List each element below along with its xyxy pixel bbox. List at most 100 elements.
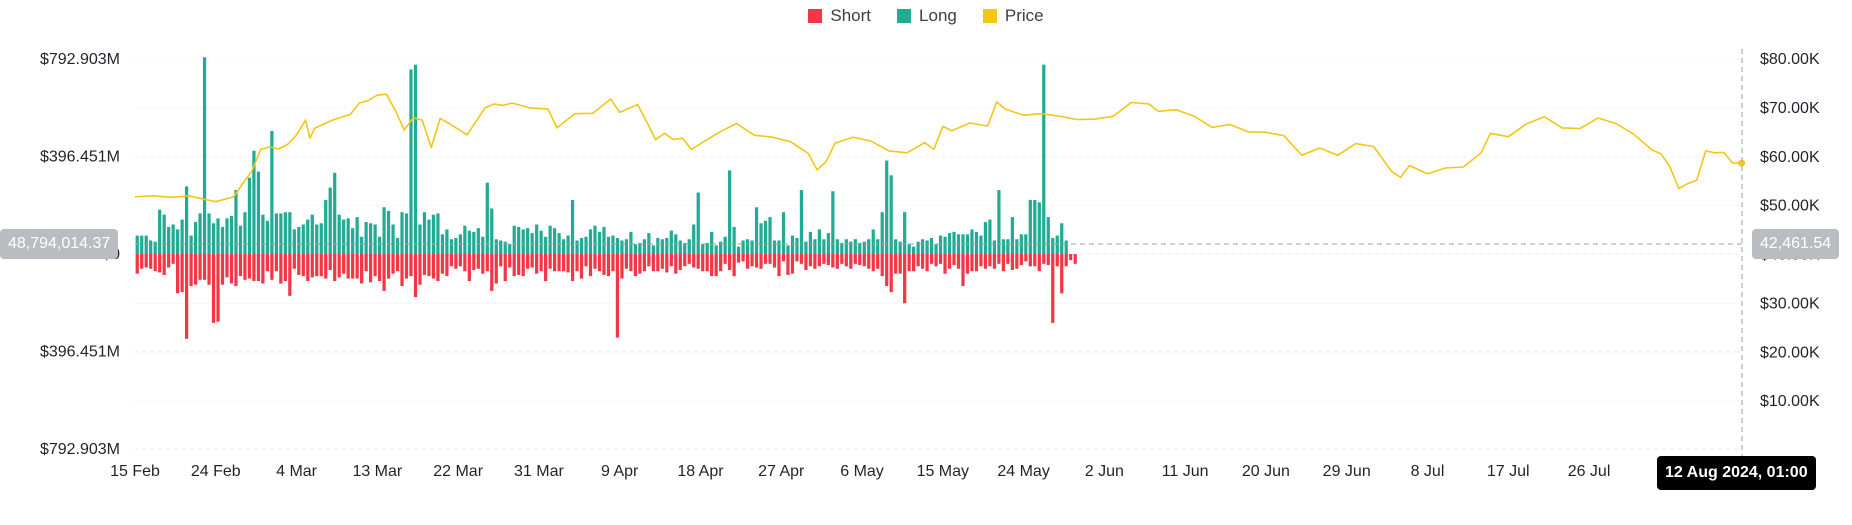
- right-axis-tick-label: $10.00K: [1760, 393, 1820, 410]
- long-bar: [952, 231, 956, 254]
- long-bar: [660, 239, 664, 254]
- short-bar: [566, 254, 570, 273]
- short-bar: [1006, 254, 1010, 264]
- long-bar: [624, 239, 629, 254]
- long-bar: [790, 235, 795, 254]
- short-bar: [162, 254, 166, 275]
- short-bar: [422, 254, 427, 275]
- long-bar: [907, 244, 911, 254]
- long-bar: [220, 226, 225, 254]
- long-bar: [386, 210, 391, 254]
- short-bar: [593, 254, 597, 269]
- long-bar: [920, 239, 925, 254]
- short-bar: [476, 254, 480, 269]
- short-bar: [683, 254, 687, 267]
- long-bar: [799, 190, 804, 254]
- short-bar: [337, 254, 341, 278]
- long-bar: [144, 235, 148, 254]
- short-bar: [876, 254, 880, 269]
- long-bar: [544, 236, 548, 254]
- crosshair-left-value: 48,794,014.37: [0, 229, 119, 259]
- short-bar: [445, 254, 449, 277]
- long-bar: [301, 224, 305, 254]
- long-bar: [929, 238, 934, 254]
- long-bar: [741, 240, 745, 254]
- long-bar: [817, 229, 822, 254]
- long-bar: [961, 234, 965, 254]
- short-bar: [234, 254, 238, 286]
- long-bar: [943, 236, 947, 254]
- long-bar: [449, 239, 454, 254]
- short-bar: [719, 254, 723, 272]
- long-bar: [261, 214, 265, 254]
- long-bar: [979, 235, 983, 254]
- long-bar: [418, 224, 422, 254]
- x-axis-tick-label: 13 Mar: [352, 463, 402, 480]
- short-bar: [988, 254, 992, 267]
- long-bar: [925, 240, 929, 254]
- x-axis-tick-label: 24 May: [997, 463, 1049, 480]
- long-bar: [364, 222, 368, 254]
- short-bar: [297, 254, 301, 275]
- long-bar: [1015, 239, 1019, 254]
- long-bar: [723, 236, 727, 254]
- long-bar: [1060, 223, 1064, 254]
- long-bar: [211, 223, 216, 254]
- long-bar: [772, 240, 777, 254]
- legend-item-long[interactable]: Long: [897, 6, 957, 26]
- long-bar: [395, 238, 400, 254]
- long-bar: [768, 217, 772, 254]
- right-axis-tick-label: $30.00K: [1760, 295, 1820, 312]
- long-bar: [207, 213, 211, 254]
- short-bar: [584, 254, 588, 267]
- long-bar: [279, 213, 283, 254]
- short-bar: [647, 254, 651, 267]
- legend-swatch-price: [982, 9, 997, 23]
- long-bar: [342, 219, 346, 254]
- short-bar: [1046, 254, 1050, 266]
- long-bar: [427, 219, 431, 254]
- short-bar: [894, 254, 898, 274]
- short-bar: [158, 254, 162, 273]
- long-bar: [274, 213, 278, 254]
- long-bar: [678, 240, 682, 254]
- short-bar: [651, 254, 655, 272]
- long-bar: [575, 240, 579, 254]
- short-bar: [822, 254, 826, 264]
- short-bar: [247, 254, 252, 279]
- short-bar: [1015, 254, 1019, 269]
- short-bar: [333, 254, 337, 282]
- short-bar: [427, 254, 431, 277]
- long-bar: [894, 239, 898, 254]
- long-bar: [1055, 235, 1059, 254]
- x-axis-tick-label: 6 May: [840, 463, 884, 480]
- short-bar: [575, 254, 579, 272]
- short-bar: [274, 254, 278, 272]
- legend-item-price[interactable]: Price: [982, 6, 1044, 26]
- short-bar: [696, 254, 700, 269]
- short-bar: [328, 254, 332, 270]
- long-bar: [898, 241, 902, 254]
- long-bar: [288, 212, 292, 254]
- left-axis-tick-label: $792.903M: [40, 441, 120, 458]
- short-bar: [687, 254, 691, 264]
- short-bar: [633, 254, 638, 277]
- long-bar: [436, 213, 440, 254]
- short-bar: [1019, 254, 1023, 266]
- short-bar: [750, 254, 754, 267]
- legend-item-short[interactable]: Short: [808, 6, 871, 26]
- long-bar: [561, 239, 566, 254]
- long-bar: [804, 241, 808, 254]
- short-bar: [521, 254, 525, 277]
- long-bar: [454, 238, 458, 254]
- short-bar: [997, 254, 1001, 264]
- short-bar: [710, 254, 714, 277]
- short-bar: [382, 254, 386, 291]
- short-bar: [557, 254, 561, 272]
- short-bar: [454, 254, 458, 269]
- short-bar: [754, 254, 759, 268]
- short-bar: [301, 254, 305, 277]
- long-bar: [552, 228, 557, 254]
- short-bar: [777, 254, 781, 277]
